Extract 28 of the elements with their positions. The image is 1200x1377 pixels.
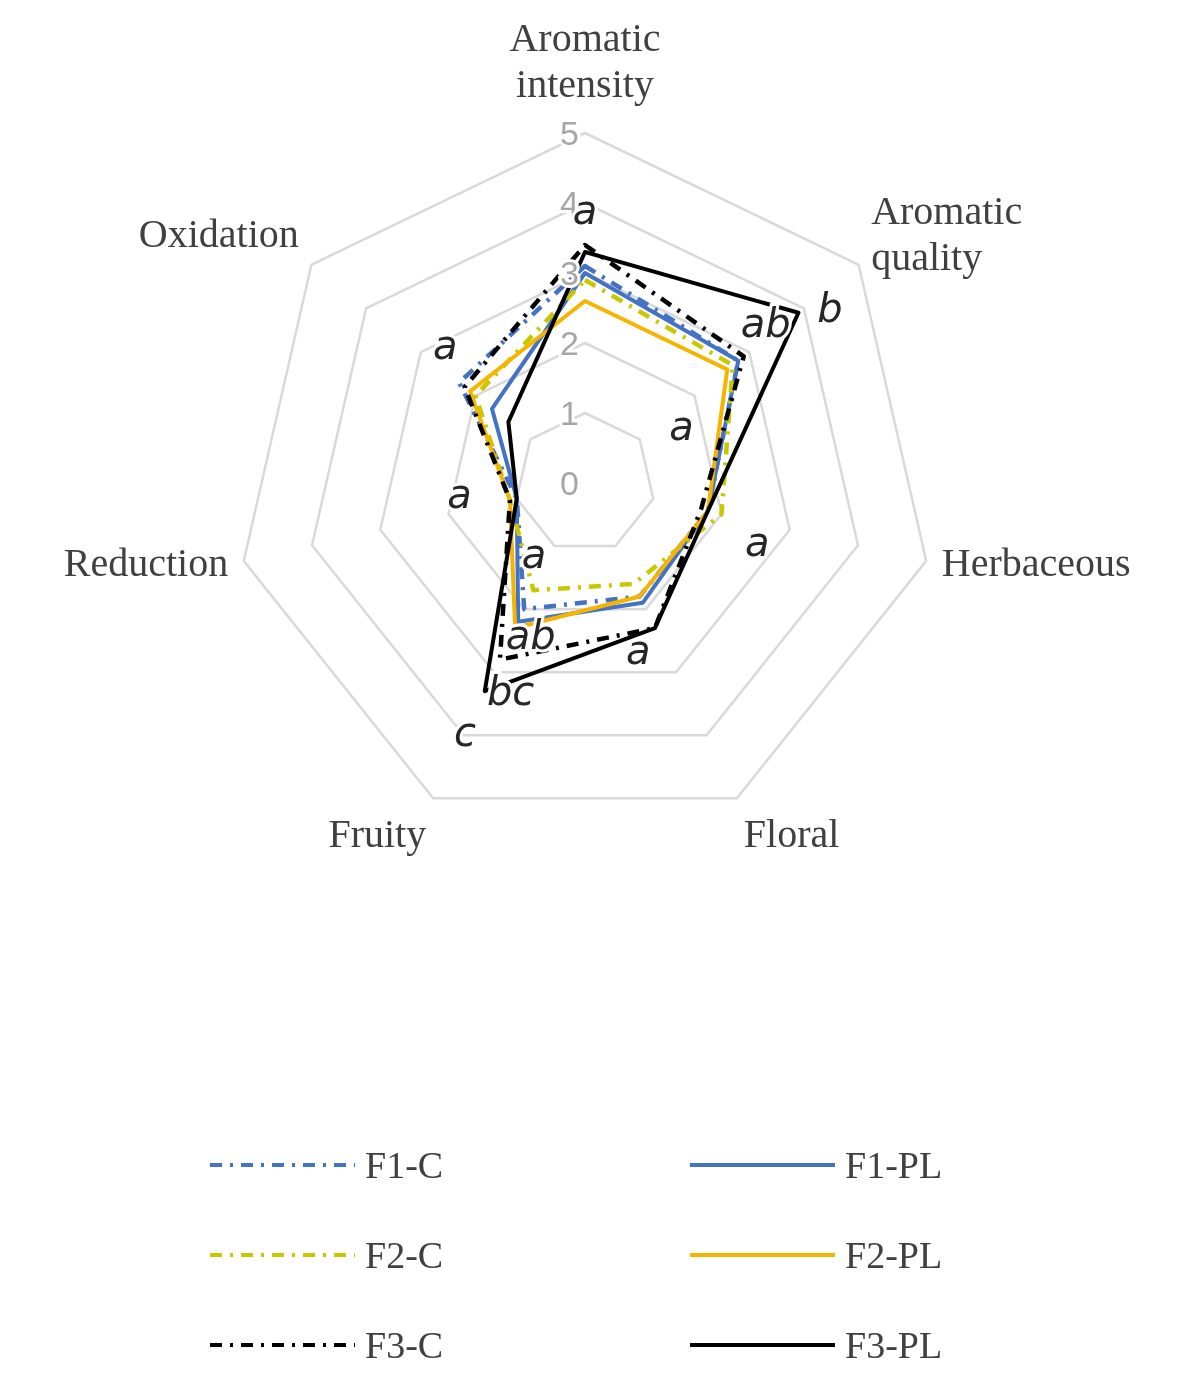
- spoke-label: Herbaceous: [941, 540, 1131, 586]
- y-tick-label: 0: [560, 463, 579, 502]
- y-tick-label: 5: [560, 113, 579, 152]
- text: a: [447, 470, 472, 517]
- spoke-label: Reduction: [63, 540, 229, 586]
- legend-label: F3-C: [365, 1324, 444, 1367]
- spoke-label: Floral: [743, 810, 840, 856]
- text: ab: [505, 611, 556, 658]
- text: a: [744, 518, 770, 565]
- text: a: [625, 626, 651, 673]
- legend-label: F2-PL: [845, 1234, 943, 1277]
- spoke-label: Oxidation: [138, 210, 299, 256]
- spoke-label: Aromatic quality: [871, 187, 1023, 279]
- legend-label: F1-PL: [845, 1144, 943, 1187]
- legend-label: F2-C: [365, 1234, 444, 1277]
- legend-label: F3-PL: [845, 1324, 943, 1367]
- text: c: [454, 709, 477, 756]
- text: b: [817, 284, 843, 331]
- text: a: [521, 531, 547, 578]
- text: bc: [486, 667, 535, 714]
- spoke-label: Aromatic intensity: [509, 15, 661, 106]
- legend-label: F1-C: [365, 1144, 444, 1187]
- y-tick-label: 2: [560, 323, 579, 362]
- text: a: [433, 322, 458, 369]
- spoke-label: Fruity: [328, 810, 427, 856]
- text: ab: [740, 299, 791, 346]
- y-tick-label: 1: [560, 393, 579, 432]
- text: a: [669, 403, 694, 450]
